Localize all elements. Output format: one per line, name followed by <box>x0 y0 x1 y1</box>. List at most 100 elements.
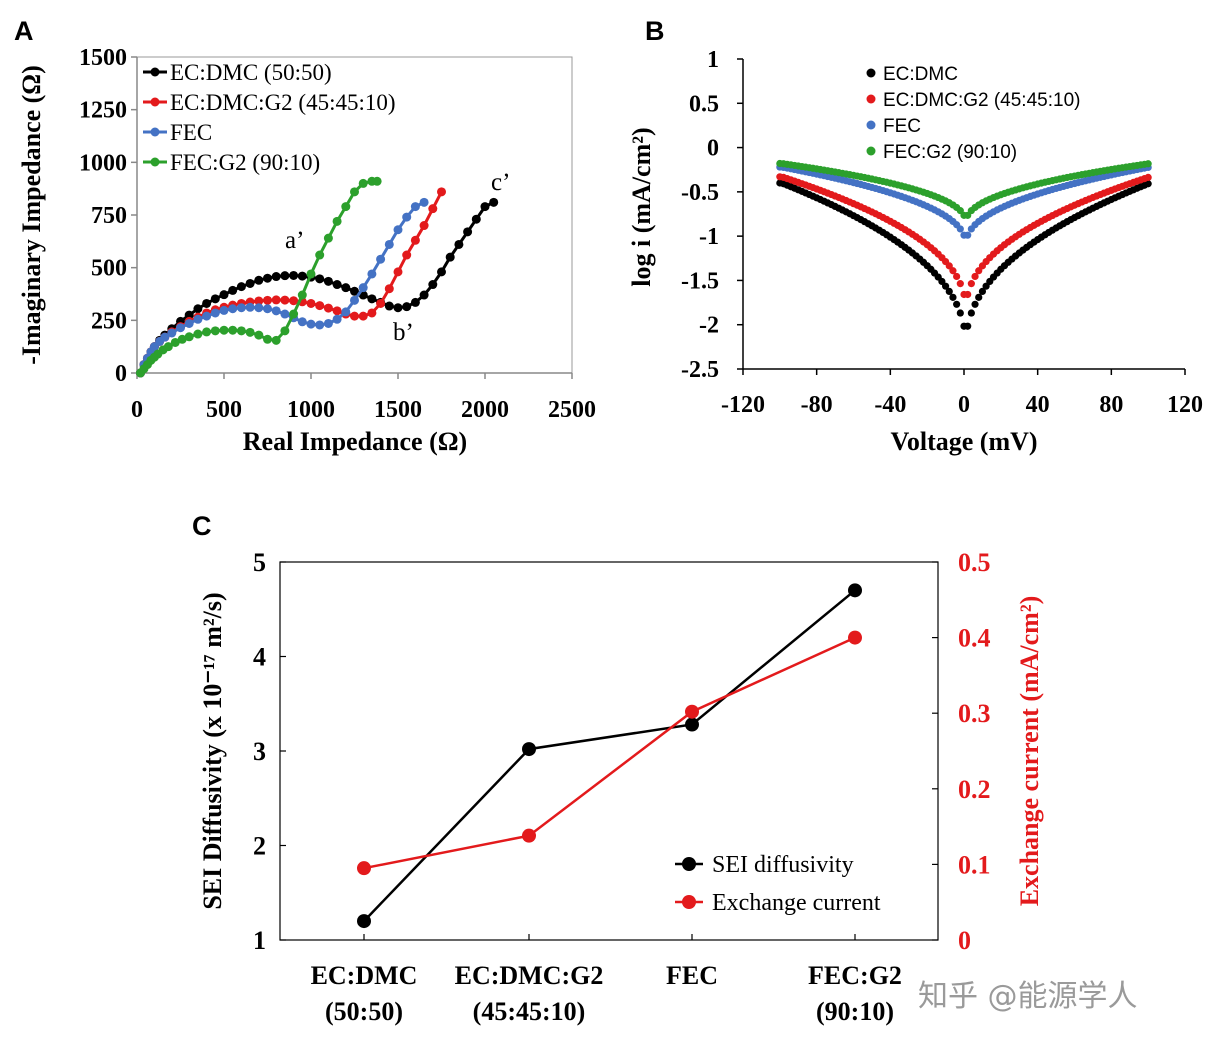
b-point-ec-dmc <box>949 293 957 301</box>
a-point-ec-dmc-50-50 <box>463 227 473 237</box>
b-ytick-label: -1 <box>699 224 719 250</box>
a-point-ec-dmc-50-50 <box>480 202 490 212</box>
b-point-fec <box>964 231 972 239</box>
b-xtick-label: 40 <box>1026 392 1050 418</box>
b-xtick-label: 120 <box>1167 392 1203 418</box>
b-point-ec-dmc-g2-45-45-10 <box>949 267 957 275</box>
b-point-ec-dmc <box>964 322 972 330</box>
c-ytick-label: 1 <box>253 926 266 955</box>
a-legend-label: FEC <box>170 120 212 145</box>
a-point-fec-g2-90-10 <box>350 187 359 197</box>
c-point-sei-diffusivity <box>357 914 371 929</box>
a-point-fec <box>245 302 255 312</box>
b-point-ec-dmc <box>967 309 975 317</box>
a-point-fec-g2-90-10 <box>358 178 368 188</box>
b-legend-marker <box>866 120 876 130</box>
a-xtick-label: 2500 <box>548 397 596 423</box>
a-point-fec <box>210 308 220 318</box>
c-category-label: EC:DMC <box>311 961 418 990</box>
a-point-ec-dmc-50-50 <box>428 280 438 290</box>
a-point-fec <box>254 303 264 313</box>
a-point-fec <box>393 225 403 235</box>
a-point-ec-dmc-50-50 <box>367 294 377 304</box>
b-point-fec-g2-90-10 <box>1144 160 1152 168</box>
c-ytick-label: 5 <box>253 548 266 577</box>
b-point-ec-dmc <box>971 300 979 308</box>
c-y2tick-label: 0 <box>958 926 971 955</box>
a-point-fec-g2-90-10 <box>254 330 264 340</box>
panel-b-letter: B <box>645 16 665 46</box>
b-point-ec-dmc <box>953 300 961 308</box>
a-point-ec-dmc-g2-45-45-10 <box>306 298 316 308</box>
b-ytick-label: -0.5 <box>681 180 719 206</box>
panel-c-y-title: SEI Diffusivity (x 10⁻¹⁷ m²/s) <box>198 592 227 909</box>
a-legend-marker <box>150 127 160 137</box>
a-point-fec <box>323 318 333 328</box>
b-point-ec-dmc <box>1144 180 1152 188</box>
a-point-fec-g2-90-10 <box>184 332 194 342</box>
b-xtick-label: -120 <box>721 392 765 418</box>
a-point-ec-dmc-50-50 <box>236 282 246 292</box>
a-point-ec-dmc-g2-45-45-10 <box>437 187 446 197</box>
a-point-fec <box>402 212 412 222</box>
a-point-fec-g2-90-10 <box>245 327 255 337</box>
c-series-line-exchange-current <box>363 636 856 870</box>
a-point-fec-g2-90-10 <box>170 337 180 347</box>
a-point-ec-dmc-50-50 <box>489 197 499 207</box>
panel-c-y2-title: Exchange current (mA/cm²) <box>1015 596 1044 907</box>
b-point-ec-dmc <box>975 293 983 301</box>
c-category-label: (50:50) <box>325 997 403 1026</box>
c-series-line-sei-diffusivity <box>363 589 856 922</box>
panel-a-legend: EC:DMC (50:50) EC:DMC:G2 (45:45:10) FEC FEC… <box>143 60 396 175</box>
b-ytick-label: 0.5 <box>689 91 719 117</box>
b-point-ec-dmc-g2-45-45-10 <box>967 280 975 288</box>
a-point-fec <box>184 318 194 328</box>
a-point-ec-dmc-50-50 <box>254 275 264 285</box>
c-point-sei-diffusivity <box>848 583 862 598</box>
a-point-fec-g2-90-10 <box>297 290 307 300</box>
a-point-ec-dmc-50-50 <box>202 298 212 308</box>
a-point-fec <box>202 311 212 321</box>
a-point-ec-dmc-g2-45-45-10 <box>410 235 420 245</box>
b-point-ec-dmc <box>956 309 964 317</box>
a-point-fec <box>358 283 368 293</box>
c-point-sei-diffusivity <box>522 742 536 757</box>
b-point-ec-dmc <box>978 287 987 296</box>
c-y2tick-label: 0.2 <box>958 775 991 804</box>
a-point-ec-dmc-50-50 <box>419 290 429 300</box>
panel-c-legend: SEI diffusivity Exchange current <box>675 852 881 916</box>
a-point-fec <box>410 202 420 212</box>
a-point-fec-g2-90-10 <box>323 233 333 243</box>
c-ytick-label: 2 <box>253 832 266 861</box>
a-point-fec-g2-90-10 <box>177 334 187 344</box>
a-point-ec-dmc-g2-45-45-10 <box>254 296 264 306</box>
a-point-ec-dmc-g2-45-45-10 <box>419 221 429 231</box>
c-legend-marker <box>682 895 696 909</box>
a-point-ec-dmc-50-50 <box>289 270 299 280</box>
panel-c-letter: C <box>192 511 212 541</box>
a-point-ec-dmc-g2-45-45-10 <box>384 284 394 294</box>
b-ytick-label: -1.5 <box>681 268 719 294</box>
c-y2tick-label: 0.4 <box>958 624 991 653</box>
a-point-ec-dmc-50-50 <box>437 267 446 277</box>
a-point-ec-dmc-g2-45-45-10 <box>350 311 359 321</box>
b-point-ec-dmc-g2-45-45-10 <box>945 262 953 270</box>
a-point-fec-g2-90-10 <box>219 325 229 335</box>
a-point-fec <box>376 254 386 264</box>
a-point-fec-g2-90-10 <box>210 326 220 336</box>
a-point-ec-dmc-g2-45-45-10 <box>358 311 368 321</box>
panel-b: B -2.5 -2 -1.5 -1 -0.5 0 0.5 1 -120 -80 -40 0 40 80 1… <box>627 16 1203 456</box>
a-xtick-label: 0 <box>131 397 143 423</box>
a-point-ec-dmc-50-50 <box>184 310 194 320</box>
c-point-exchange-current <box>522 828 536 843</box>
c-category-label: (90:10) <box>816 997 894 1026</box>
a-point-fec-g2-90-10 <box>193 329 203 339</box>
a-point-fec <box>176 323 185 333</box>
a-legend-marker <box>150 97 160 107</box>
b-point-ec-dmc <box>941 282 950 290</box>
b-ytick-label: 0 <box>707 136 719 162</box>
b-xtick-label: -80 <box>801 392 833 418</box>
b-ytick-label: -2 <box>699 313 719 339</box>
a-series-line-ec-dmc-50-50 <box>139 201 495 374</box>
